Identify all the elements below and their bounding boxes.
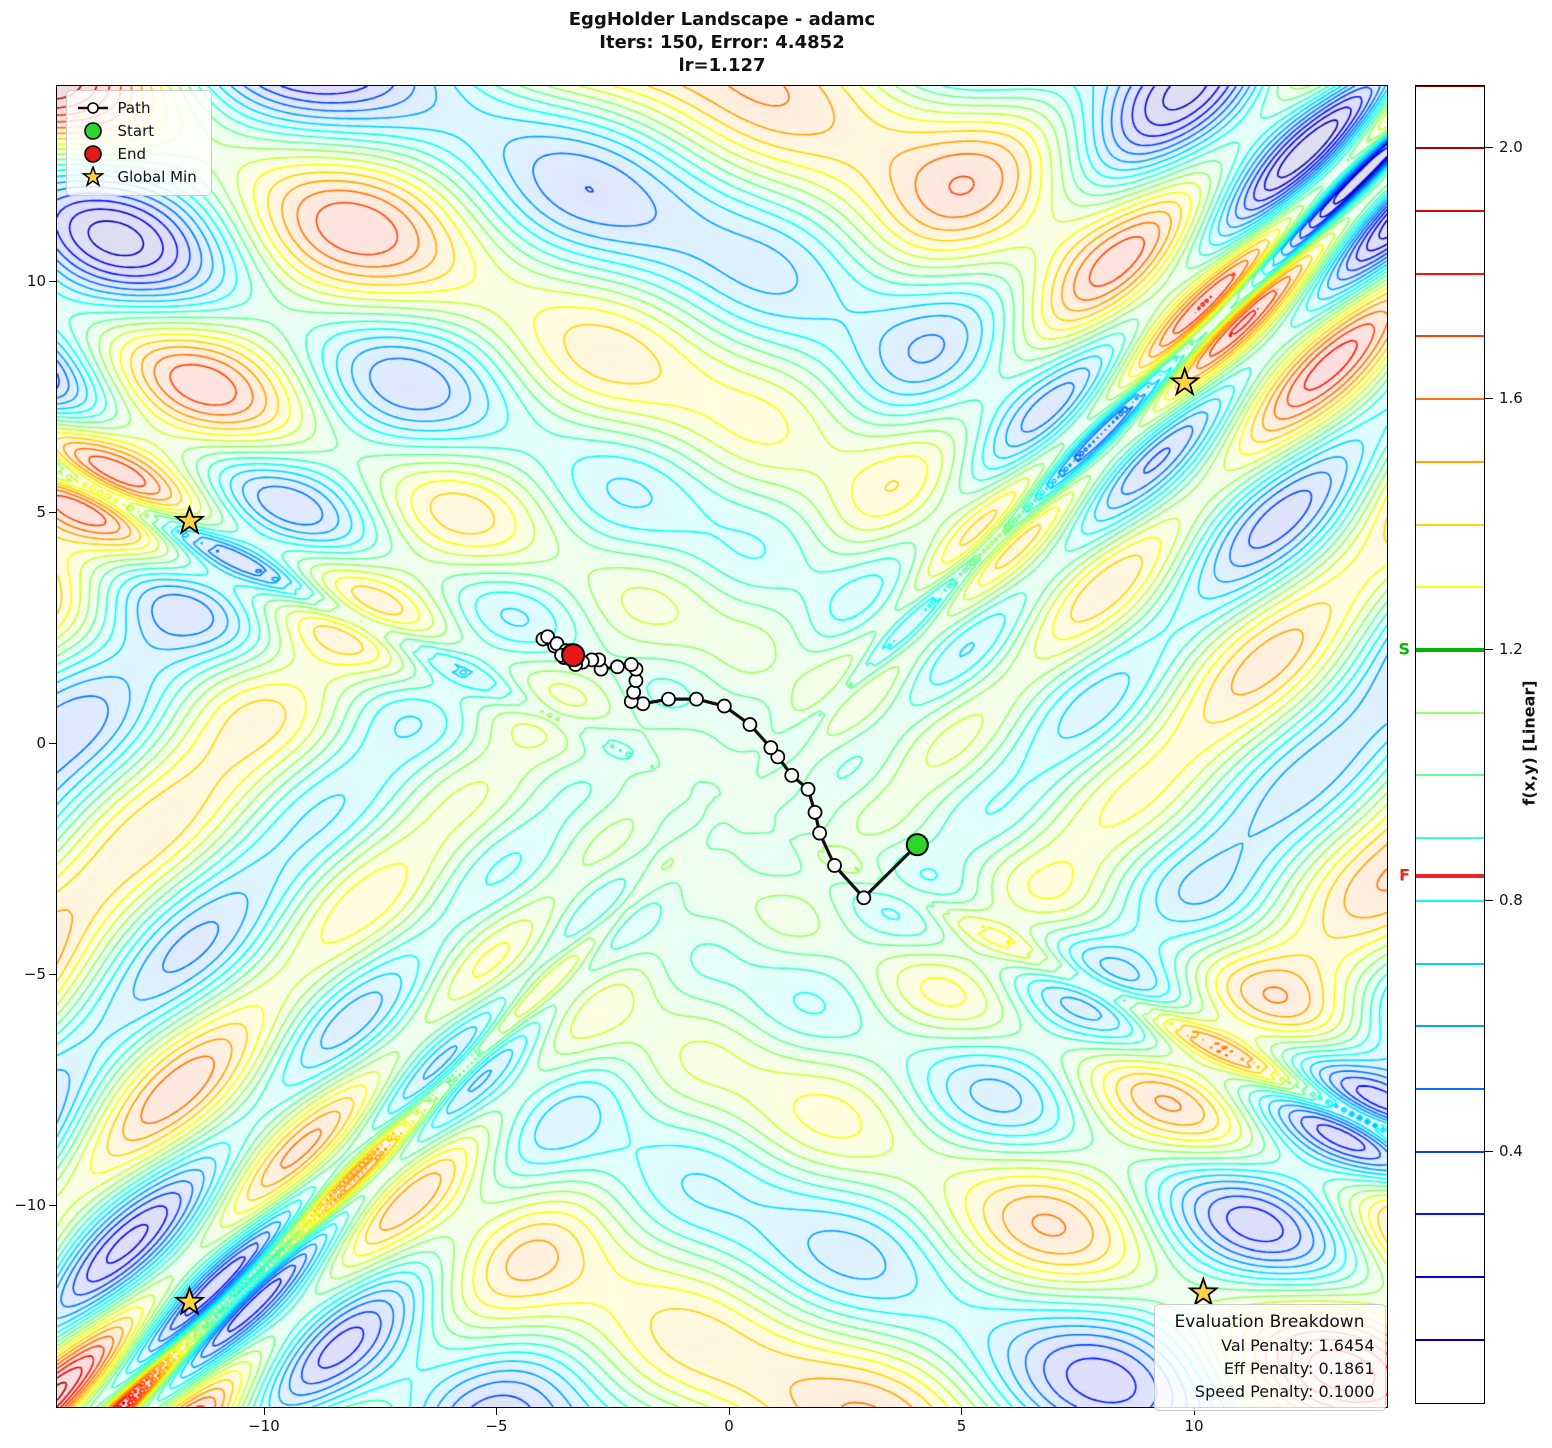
colorbar-level-line xyxy=(1416,1338,1484,1341)
y-tick-mark xyxy=(49,1205,56,1207)
y-tick-label: −5 xyxy=(23,965,46,984)
path-line-icon xyxy=(77,102,108,114)
colorbar-level-line xyxy=(1416,1150,1484,1153)
chart-subtitle-iters-error: Iters: 150, Error: 4.4852 xyxy=(599,32,845,53)
legend: Path Start End Global Min xyxy=(65,89,212,196)
evaluation-breakdown-box: Evaluation Breakdown Val Penalty: 1.6454… xyxy=(1153,1303,1386,1411)
legend-label: Global Min xyxy=(117,168,197,186)
colorbar-level-line xyxy=(1416,1276,1484,1279)
y-tick-label: 5 xyxy=(36,503,46,521)
global-min-star-icon xyxy=(80,166,105,187)
colorbar-level-line xyxy=(1416,460,1484,463)
colorbar-tick-label: 1.6 xyxy=(1499,389,1523,408)
colorbar-level-line xyxy=(1416,147,1484,150)
colorbar-level-line xyxy=(1416,398,1484,401)
colorbar xyxy=(1415,84,1485,1404)
contour-plot-area: Evaluation Breakdown Val Penalty: 1.6454… xyxy=(55,84,1388,1411)
x-tick-mark xyxy=(1194,1408,1195,1415)
x-tick-label: 0 xyxy=(724,1417,734,1435)
colorbar-level-line xyxy=(1416,837,1484,840)
colorbar-tick-mark xyxy=(1485,648,1493,650)
colorbar-start-level-line xyxy=(1416,647,1484,652)
legend-label: Start xyxy=(117,122,155,140)
y-tick-label: −10 xyxy=(14,1196,46,1215)
colorbar-level-line xyxy=(1416,711,1484,714)
colorbar-level-line xyxy=(1416,899,1484,902)
x-tick-label: 10 xyxy=(1184,1417,1204,1435)
chart-title: EggHolder Landscape - adamc xyxy=(568,9,876,30)
contour-field-canvas xyxy=(56,85,1387,1407)
colorbar-tick-label: 2.0 xyxy=(1499,138,1523,157)
x-tick-mark xyxy=(496,1408,498,1415)
colorbar-level-line xyxy=(1416,962,1484,965)
colorbar-level-line xyxy=(1416,209,1484,212)
colorbar-level-line xyxy=(1416,1087,1484,1090)
y-tick-mark xyxy=(49,743,56,745)
colorbar-level-line xyxy=(1416,1213,1484,1216)
x-tick-mark xyxy=(728,1408,730,1415)
x-tick-mark xyxy=(961,1408,963,1415)
colorbar-level-line xyxy=(1416,335,1484,338)
colorbar-level-line xyxy=(1416,774,1484,777)
legend-item-global-min: Global Min xyxy=(77,166,197,189)
x-tick-label: 5 xyxy=(956,1417,967,1435)
colorbar-start-label: S xyxy=(1398,639,1410,659)
colorbar-end-level-line xyxy=(1416,873,1484,878)
evaluation-breakdown-lines: Val Penalty: 1.6454 Eff Penalty: 0.1861 Sp… xyxy=(1165,1334,1375,1403)
colorbar-tick-label: 1.2 xyxy=(1499,639,1523,658)
title-block: EggHolder Landscape - adamc Iters: 150, … xyxy=(56,8,1388,77)
colorbar-tick-mark xyxy=(1485,398,1493,400)
colorbar-level-line xyxy=(1416,586,1484,589)
start-dot-icon xyxy=(83,122,102,140)
y-tick-label: 10 xyxy=(26,271,46,290)
colorbar-level-line xyxy=(1416,523,1484,526)
y-tick-label: 0 xyxy=(36,734,46,753)
colorbar-tick-mark xyxy=(1485,1150,1493,1152)
colorbar-end-label: F xyxy=(1399,865,1410,885)
evaluation-breakdown-title: Evaluation Breakdown xyxy=(1174,1311,1365,1332)
eval-line: Speed Penalty: 0.1000 xyxy=(1194,1381,1375,1401)
colorbar-tick-mark xyxy=(1485,899,1493,901)
x-tick-label: −10 xyxy=(248,1417,280,1435)
legend-item-start: Start xyxy=(77,120,197,143)
colorbar-level-line xyxy=(1416,85,1484,87)
colorbar-tick-label: 0.8 xyxy=(1499,890,1523,909)
end-dot-icon xyxy=(83,145,102,163)
eval-line: Val Penalty: 1.6454 xyxy=(1221,1335,1375,1355)
y-tick-mark xyxy=(49,512,56,513)
x-tick-mark xyxy=(263,1408,265,1415)
legend-label: End xyxy=(117,145,147,163)
chart-subtitle-lr: lr=1.127 xyxy=(678,55,766,76)
legend-item-path: Path xyxy=(77,97,197,120)
legend-item-end: End xyxy=(77,143,197,166)
y-tick-mark xyxy=(49,280,56,282)
x-tick-label: −5 xyxy=(485,1417,508,1435)
colorbar-axis-label: f(x,y) [Linear] xyxy=(1519,680,1539,806)
legend-label: Path xyxy=(117,99,151,117)
eval-line: Eff Penalty: 0.1861 xyxy=(1223,1358,1375,1378)
colorbar-level-line xyxy=(1416,272,1484,275)
y-tick-mark xyxy=(49,974,56,976)
colorbar-tick-mark xyxy=(1485,147,1493,149)
colorbar-level-line xyxy=(1416,1025,1484,1028)
colorbar-tick-label: 0.4 xyxy=(1499,1141,1523,1160)
